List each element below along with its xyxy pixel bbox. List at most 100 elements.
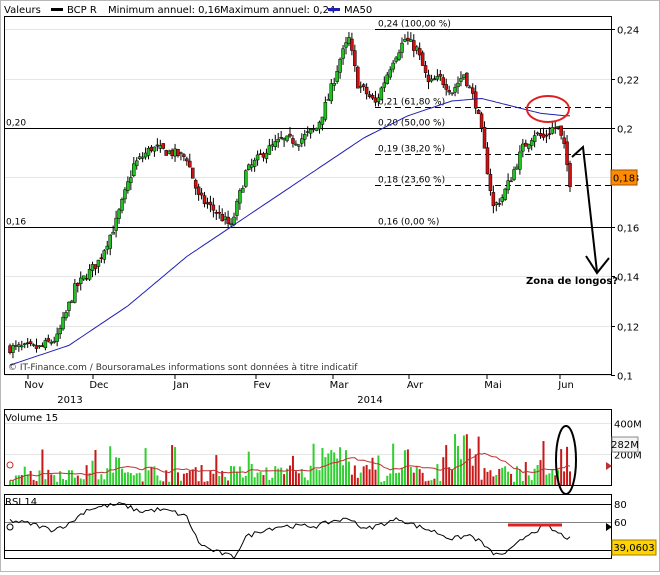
candle-body [494, 202, 499, 205]
volume-bar [224, 476, 227, 485]
volume-bar [409, 467, 412, 485]
candle-body [208, 201, 213, 206]
rsi-title: RSI 14 [5, 497, 37, 508]
volume-bar [144, 448, 147, 485]
reference-label: 0,20 [6, 119, 26, 129]
candle-body [76, 282, 80, 286]
volume-bar [433, 478, 436, 485]
candle-body [335, 71, 339, 82]
candle-body [341, 48, 345, 59]
candle-body [93, 264, 98, 269]
volume-y-tick-label: 200M [614, 451, 642, 462]
volume-bar [165, 470, 168, 485]
candle-body [8, 345, 12, 354]
candle-body [497, 203, 502, 205]
volume-bar [474, 454, 477, 485]
candle-body [459, 78, 463, 82]
volume-bar [179, 480, 182, 485]
candle-body [391, 62, 395, 70]
highlight-ellipse [526, 95, 570, 123]
candle-body [406, 37, 410, 41]
volume-bar [221, 470, 224, 485]
volume-bar [182, 473, 185, 485]
volume-bar [486, 471, 489, 485]
candle-body [465, 72, 469, 87]
fibonacci-label: 0,24 (100,00 %) [378, 20, 451, 30]
candle-body [108, 234, 112, 249]
volume-bar [59, 471, 62, 485]
candle-body [294, 143, 298, 146]
candle-body [20, 345, 24, 348]
candle-body [388, 69, 392, 78]
candle-body [241, 188, 245, 193]
candle-body [456, 82, 460, 88]
candle-body [140, 156, 145, 159]
volume-bar [91, 460, 94, 485]
volume-bar [35, 481, 38, 485]
candle-body [214, 212, 219, 214]
candle-body [515, 166, 519, 170]
candle-body [67, 301, 71, 311]
volume-bar [518, 469, 521, 485]
volume-bar [233, 466, 235, 485]
candle-body [367, 94, 372, 97]
volume-bar [135, 473, 138, 485]
candle-body [476, 110, 481, 114]
candle-body [394, 57, 398, 62]
candle-body [450, 92, 454, 95]
volume-bar [327, 453, 330, 485]
candle-body [529, 140, 534, 146]
candle-body [423, 65, 428, 73]
volume-ma-line [9, 452, 571, 481]
candle-body [400, 42, 404, 53]
volume-bar [371, 457, 374, 485]
candle-body [37, 345, 42, 347]
price-y-tick-label: 0,22 [617, 76, 639, 87]
volume-bar [368, 469, 371, 485]
candle-body [61, 316, 65, 330]
volume-bar [427, 480, 430, 485]
volume-bar [459, 459, 462, 485]
volume-bar [206, 481, 209, 485]
volume-bar [415, 465, 418, 485]
fibonacci-label: 0,21 (61,80 %) [378, 98, 445, 108]
volume-bar [70, 470, 73, 485]
volume-bar [339, 447, 342, 485]
volume-bar [510, 473, 513, 485]
candle-body [117, 209, 121, 219]
candle-body [199, 192, 204, 196]
candle-body [149, 146, 154, 152]
candle-body [22, 343, 27, 345]
volume-bar [277, 468, 280, 485]
candle-body [232, 216, 236, 225]
volume-bar [79, 478, 82, 485]
volume-bar [20, 475, 23, 485]
volume-bar [306, 480, 309, 485]
volume-bar [336, 458, 339, 485]
volume-bar [97, 479, 100, 485]
candle-body [188, 160, 192, 168]
volume-bar [259, 471, 262, 485]
volume-bar [9, 480, 11, 485]
candle-body [288, 133, 292, 137]
rsi-start-marker [6, 523, 14, 531]
candle-body [302, 134, 307, 140]
volume-bar [359, 472, 362, 485]
price-y-tick-label: 0,16 [617, 224, 639, 235]
candle-body [379, 87, 384, 100]
volume-bar [280, 467, 283, 485]
volume-bar [468, 448, 471, 485]
volume-bar [177, 472, 179, 485]
candle-body [282, 138, 286, 141]
candle-body [470, 87, 475, 94]
volume-bar [412, 472, 415, 485]
volume-bar [345, 450, 347, 485]
candle-body [526, 143, 531, 149]
price-y-tick-label: 0,1 [617, 372, 633, 383]
candle-body [193, 180, 198, 189]
candle-body [311, 128, 316, 130]
volume-bar [421, 472, 424, 485]
candle-body [559, 125, 563, 136]
volume-bar [436, 464, 439, 485]
volume-bar [521, 481, 524, 485]
